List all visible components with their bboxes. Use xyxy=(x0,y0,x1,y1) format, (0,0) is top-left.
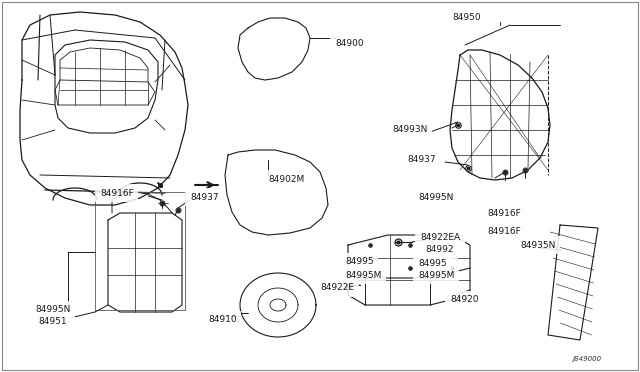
Text: 84916F: 84916F xyxy=(487,228,521,237)
Text: 84995: 84995 xyxy=(418,259,447,267)
Text: 84935N: 84935N xyxy=(520,241,556,250)
Text: 84900: 84900 xyxy=(335,38,364,48)
Text: J849000: J849000 xyxy=(572,356,601,362)
Text: 84995N: 84995N xyxy=(418,193,453,202)
Text: 84995M: 84995M xyxy=(345,270,381,279)
Text: 84951: 84951 xyxy=(38,317,67,327)
Text: 84902M: 84902M xyxy=(268,175,304,184)
Text: 84995: 84995 xyxy=(345,257,374,266)
Text: 84916F: 84916F xyxy=(487,208,521,218)
Text: 84995N: 84995N xyxy=(35,305,70,314)
Text: 84950: 84950 xyxy=(452,13,481,22)
Text: 84992: 84992 xyxy=(425,246,454,254)
Text: 84922E: 84922E xyxy=(320,283,354,292)
Text: 84993N: 84993N xyxy=(392,125,428,135)
Text: 84995M: 84995M xyxy=(418,270,454,279)
Text: 84937: 84937 xyxy=(407,155,436,164)
Text: 84916F: 84916F xyxy=(100,189,134,198)
Text: 84937: 84937 xyxy=(190,192,219,202)
Text: 84920: 84920 xyxy=(450,295,479,305)
Text: 84910: 84910 xyxy=(208,315,237,324)
Text: 84922EA: 84922EA xyxy=(420,234,460,243)
